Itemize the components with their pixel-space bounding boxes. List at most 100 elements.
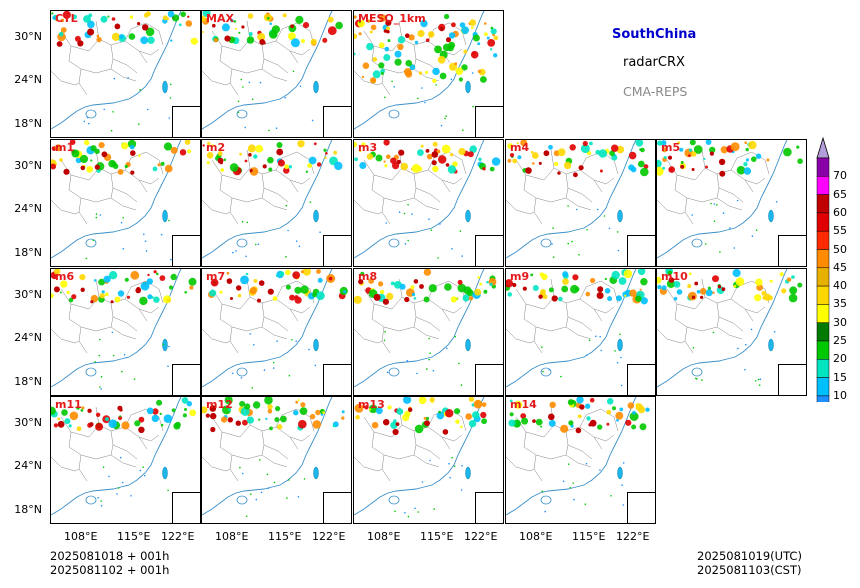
map-panel-max: MAX bbox=[201, 10, 352, 138]
colorbar-segment bbox=[816, 395, 830, 415]
longitude-tick-label: 108°E bbox=[64, 530, 98, 543]
latitude-tick-label: 30°N bbox=[14, 288, 42, 301]
south-china-sea-inset bbox=[475, 235, 503, 266]
init-time: 2025081018 + 001h 2025081102 + 001h bbox=[50, 549, 169, 577]
radar-map bbox=[506, 397, 650, 516]
radar-map bbox=[354, 269, 497, 388]
latitude-tick-label: 18°N bbox=[14, 375, 42, 388]
system-name: CMA-REPS bbox=[623, 84, 688, 99]
colorbar-segment bbox=[816, 267, 830, 287]
colorbar-tick-label: 45 bbox=[833, 260, 847, 274]
radar-map bbox=[202, 397, 345, 518]
south-china-sea-inset bbox=[778, 364, 806, 395]
colorbar-segment bbox=[816, 249, 830, 269]
south-china-sea-inset bbox=[323, 492, 351, 523]
latitude-tick-label: 30°N bbox=[14, 159, 42, 172]
colorbar-segment bbox=[816, 322, 830, 342]
south-china-sea-inset bbox=[172, 106, 200, 137]
colorbar-segment bbox=[816, 212, 830, 232]
panel-label: MESO_1km bbox=[358, 12, 426, 25]
colorbar-tick-label: 35 bbox=[833, 297, 847, 311]
colorbar-tick-label: 50 bbox=[833, 242, 847, 256]
radar-map bbox=[657, 269, 803, 388]
south-china-sea-inset bbox=[627, 364, 655, 395]
radar-map bbox=[354, 397, 487, 518]
longitude-tick-label: 115°E bbox=[572, 530, 606, 543]
radar-map bbox=[506, 269, 648, 388]
map-panel-m9: m9 bbox=[505, 268, 656, 396]
longitude-tick-label: 108°E bbox=[367, 530, 401, 543]
colorbar-tick-label: 60 bbox=[833, 205, 847, 219]
map-panel-m10: m10 bbox=[656, 268, 807, 396]
colorbar-tick-label: 25 bbox=[833, 334, 847, 347]
panel-label: m3 bbox=[358, 141, 378, 154]
map-panel-meso-1km: MESO_1km bbox=[353, 10, 504, 138]
map-panel-m11: m11 bbox=[50, 396, 201, 524]
radar-map bbox=[506, 140, 649, 259]
latitude-tick-label: 24°N bbox=[14, 459, 42, 472]
colorbar-segment bbox=[816, 304, 830, 323]
colorbar-segment bbox=[816, 176, 830, 195]
longitude-tick-label: 122°E bbox=[616, 530, 650, 543]
panel-label: m5 bbox=[661, 141, 681, 154]
panel-label: m12 bbox=[206, 398, 233, 411]
map-panel-m12: m12 bbox=[201, 396, 352, 524]
radar-map bbox=[354, 11, 499, 131]
longitude-tick-label: 115°E bbox=[117, 530, 151, 543]
panel-label: m4 bbox=[510, 141, 530, 154]
colorbar-segment bbox=[816, 230, 830, 250]
latitude-tick-label: 30°N bbox=[14, 30, 42, 43]
colorbar-segment bbox=[816, 157, 830, 177]
init-time-utc: 2025081018 + 001h bbox=[50, 549, 170, 563]
region-title: SouthChina bbox=[612, 27, 697, 42]
south-china-sea-inset bbox=[172, 364, 200, 395]
latitude-tick-label: 24°N bbox=[14, 73, 42, 86]
latitude-tick-label: 24°N bbox=[14, 202, 42, 215]
colorbar-tick-label: 55 bbox=[833, 224, 847, 238]
radar-map bbox=[51, 11, 198, 132]
panel-label: m1 bbox=[55, 141, 75, 154]
colorbar-segment bbox=[816, 285, 830, 305]
south-china-sea-inset bbox=[323, 106, 351, 137]
map-panel-m3: m3 bbox=[353, 139, 504, 267]
colorbar-tick-label: 10 bbox=[833, 388, 847, 402]
south-china-sea-inset bbox=[475, 106, 503, 137]
radar-map bbox=[51, 140, 192, 261]
south-china-sea-inset bbox=[475, 364, 503, 395]
south-china-sea-inset bbox=[323, 235, 351, 266]
panel-label: m7 bbox=[206, 270, 226, 283]
longitude-tick-label: 108°E bbox=[519, 530, 553, 543]
map-panel-m5: m5 bbox=[656, 139, 807, 267]
panel-label: m14 bbox=[510, 398, 537, 411]
colorbar-segment bbox=[816, 340, 830, 360]
init-time-cst: 2025081102 + 001h bbox=[50, 563, 170, 577]
colorbar-tick-label: 70 bbox=[833, 169, 847, 183]
valid-time: 2025081019(UTC) 2025081103(CST) bbox=[697, 549, 802, 577]
map-panel-ctl: CTL bbox=[50, 10, 201, 138]
radar-map bbox=[51, 397, 197, 516]
colorbar-segment bbox=[816, 377, 830, 397]
longitude-tick-label: 122°E bbox=[161, 530, 195, 543]
longitude-tick-label: 122°E bbox=[464, 530, 498, 543]
map-panel-m2: m2 bbox=[201, 139, 352, 267]
panel-label: m8 bbox=[358, 270, 378, 283]
colorbar bbox=[816, 136, 830, 423]
colorbar-segment bbox=[816, 359, 830, 378]
south-china-sea-inset bbox=[627, 492, 655, 523]
panel-label: m6 bbox=[55, 270, 75, 283]
colorbar-segment bbox=[816, 194, 830, 214]
panel-label: m13 bbox=[358, 398, 385, 411]
map-panel-m1: m1 bbox=[50, 139, 201, 267]
map-panel-m6: m6 bbox=[50, 268, 201, 396]
map-panel-m13: m13 bbox=[353, 396, 504, 524]
latitude-tick-label: 18°N bbox=[14, 246, 42, 259]
radar-map bbox=[202, 269, 348, 389]
colorbar-tick-label: 65 bbox=[833, 187, 847, 201]
map-panel-m7: m7 bbox=[201, 268, 352, 396]
south-china-sea-inset bbox=[627, 235, 655, 266]
map-panel-m14: m14 bbox=[505, 396, 656, 524]
south-china-sea-inset bbox=[475, 492, 503, 523]
south-china-sea-inset bbox=[172, 235, 200, 266]
map-panel-m8: m8 bbox=[353, 268, 504, 396]
radar-map bbox=[202, 11, 343, 132]
